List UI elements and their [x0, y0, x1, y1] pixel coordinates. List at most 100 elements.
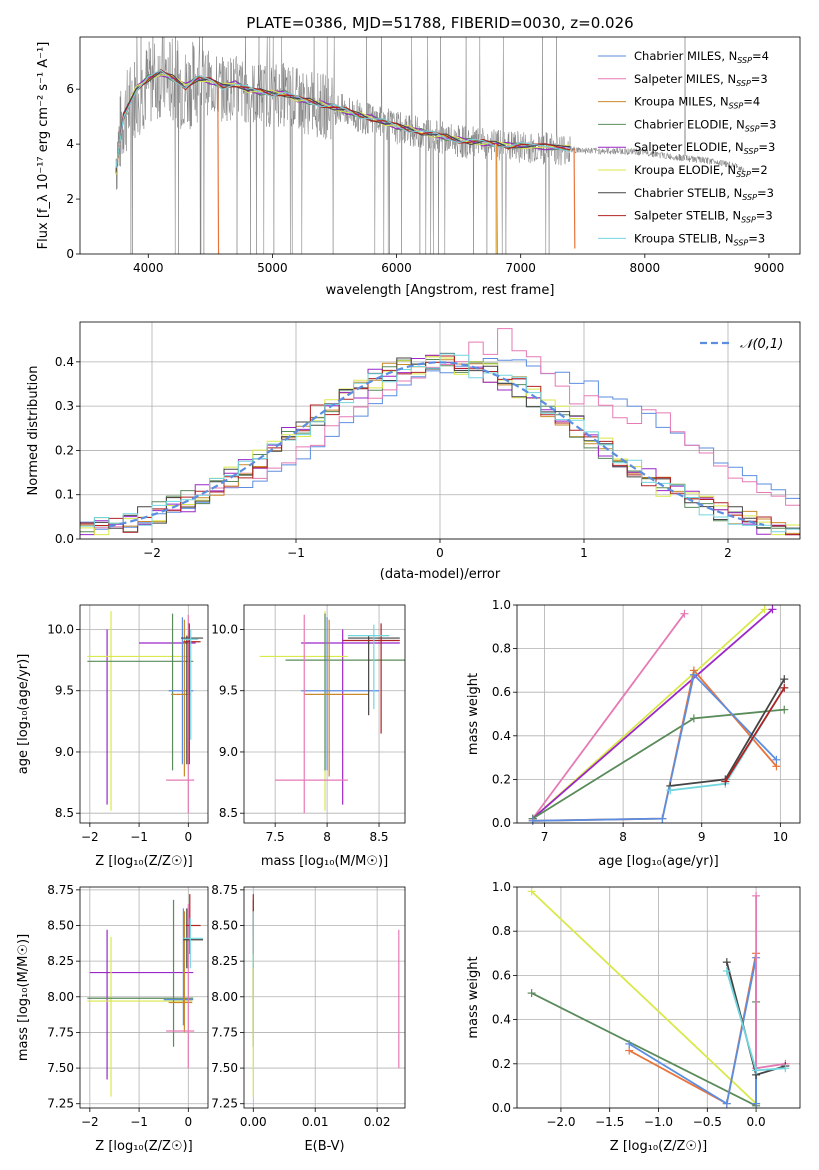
y-tick-label: 7.75 — [47, 1025, 74, 1039]
x-tick-label: 0 — [436, 546, 444, 560]
x-tick-label: 0.02 — [364, 1115, 391, 1129]
axes-frame — [516, 604, 801, 824]
legend-entry: Salpeter MILES, NSSP=3 — [634, 72, 768, 88]
series-line-kroupa-elodie — [530, 890, 757, 1105]
data-point-marker — [768, 605, 777, 614]
y-tick-label: 4 — [66, 137, 74, 151]
x-tick-label: −1 — [287, 546, 305, 560]
x-tick-label: 8 — [619, 830, 627, 844]
x-axis-label: Z [log₁₀(Z/Z☉)] — [95, 1139, 192, 1154]
data-point-marker — [528, 816, 537, 825]
y-tick-label: 0.6 — [492, 968, 511, 982]
data-point-marker — [722, 1099, 731, 1108]
series-line-chabrier-miles — [628, 957, 757, 1106]
axes-frame — [79, 321, 801, 540]
data-point-marker — [666, 786, 675, 795]
legend-entry: Kroupa MILES, NSSP=4 — [634, 95, 760, 111]
data-point-marker — [527, 887, 536, 896]
y-tick-label: 0.6 — [492, 685, 511, 699]
legend-entry: 𝒩(0,1) — [740, 337, 783, 352]
data-point-marker — [722, 966, 731, 975]
legend: Chabrier MILES, NSSP=4 Salpeter MILES, NS… — [598, 49, 776, 247]
x-axis-label: age [log₁₀(age/yr)] — [598, 854, 719, 869]
x-tick-label: −1.5 — [595, 1115, 624, 1129]
legend-entry: Kroupa ELODIE, NSSP=2 — [634, 163, 768, 179]
series-line-kroupa-miles — [532, 668, 778, 822]
panel-mass_weight_vs_age: 7 8 9 10 0.0 0.2 0.4 0.6 0.8 1.0 age [log₁₀(age/yr… — [466, 598, 801, 869]
x-tick-label: −2.0 — [546, 1115, 575, 1129]
panel-mass_vs_Z: −2 −1 0 7.25 7.50 7.75 8.00 8.25 8.50 8.75 Z [log₁… — [16, 883, 209, 1154]
series-line-salpeter-miles — [531, 613, 686, 820]
x-tick-label: 9 — [698, 830, 706, 844]
legend-entry: Kroupa STELIB, NSSP=3 — [634, 231, 765, 247]
data-point-marker — [752, 1099, 761, 1108]
x-tick-label: 0.01 — [302, 1115, 329, 1129]
y-tick-label: 0.3 — [55, 399, 74, 413]
data-point-marker — [722, 958, 731, 967]
y-tick-label: 7.75 — [211, 1025, 238, 1039]
y-tick-label: 0.1 — [55, 488, 74, 502]
x-tick-label: 1 — [580, 546, 588, 560]
y-tick-label: 8.00 — [47, 990, 74, 1004]
y-tick-label: 1.0 — [492, 880, 511, 894]
figure-title: PLATE=0386, MJD=51788, FIBERID=0030, z=0… — [246, 14, 633, 32]
x-tick-label: 8.5 — [369, 830, 388, 844]
legend-entry: Chabrier STELIB, NSSP=3 — [634, 186, 774, 202]
y-tick-label: 0.0 — [492, 1101, 511, 1115]
data-point-marker — [752, 891, 761, 900]
data-point-marker — [625, 1039, 634, 1048]
y-tick-label: 0.2 — [492, 772, 511, 786]
data-point-marker — [781, 1064, 790, 1073]
y-tick-label: 10.0 — [211, 622, 238, 636]
y-tick-label: 8.25 — [211, 954, 238, 968]
y-tick-label: 0.2 — [55, 443, 74, 457]
series-line-salpeter-miles — [755, 895, 786, 1070]
y-tick-label: 8.00 — [211, 990, 238, 1004]
model-spike — [217, 84, 220, 254]
x-tick-label: −1 — [130, 1115, 148, 1129]
y-tick-label: 0.4 — [55, 355, 74, 369]
data-point-marker — [780, 675, 789, 684]
y-tick-label: 0.4 — [492, 729, 511, 743]
x-tick-label: 0 — [184, 1115, 192, 1129]
axes-frame — [243, 886, 406, 1109]
y-tick-label: 6 — [66, 82, 74, 96]
y-tick-label: 0.0 — [55, 532, 74, 546]
model-line-kroupa-elodie — [115, 74, 571, 175]
hist-plot-area — [80, 328, 800, 536]
y-axis-label: Normed distribution — [26, 366, 41, 496]
panel-age_vs_mass: 7.5 8 8.5 8.5 9.0 9.5 10.0 mass [log₁₀(M/M☉)] — [211, 604, 406, 869]
x-tick-label: 0.00 — [240, 1115, 267, 1129]
axes-frame — [243, 604, 406, 824]
series-line-chabrier-miles — [532, 672, 778, 822]
legend: 𝒩(0,1) — [700, 337, 783, 352]
axes-frame — [79, 604, 209, 824]
y-tick-label: 7.50 — [211, 1061, 238, 1075]
model-spike — [495, 144, 498, 254]
panel-spectrum: 4000 5000 6000 7000 8000 9000 0 2 4 6 wavelength [… — [36, 36, 801, 298]
data-point-marker — [527, 989, 536, 998]
data-point-marker — [689, 714, 698, 723]
y-tick-label: 0.8 — [492, 924, 511, 938]
data-point-marker — [752, 1066, 761, 1075]
x-tick-label: −0.5 — [693, 1115, 722, 1129]
x-tick-label: −1.0 — [644, 1115, 673, 1129]
legend-entry: Chabrier ELODIE, NSSP=3 — [634, 117, 776, 133]
y-tick-label: 8.50 — [47, 918, 74, 932]
data-point-marker — [680, 609, 689, 618]
x-tick-label: 7 — [541, 830, 549, 844]
series-line-chabrier-elodie — [532, 708, 785, 820]
legend-entry: Salpeter ELODIE, NSSP=3 — [634, 140, 775, 156]
y-tick-label: 8.25 — [47, 954, 74, 968]
data-point-marker — [780, 683, 789, 692]
y-tick-label: 9.5 — [55, 684, 74, 698]
y-tick-label: 0.0 — [492, 816, 511, 830]
x-tick-label: 9000 — [754, 261, 785, 275]
y-tick-label: 0.2 — [492, 1057, 511, 1071]
y-tick-label: 7.25 — [211, 1097, 238, 1111]
hist-step-kroupa-stelib — [80, 353, 800, 533]
hist-step-chabrier-miles — [80, 358, 800, 530]
y-tick-label: 8.5 — [219, 806, 238, 820]
y-axis-label: mass [log₁₀(M/M☉)] — [16, 934, 31, 1061]
y-tick-label: 2 — [66, 192, 74, 206]
